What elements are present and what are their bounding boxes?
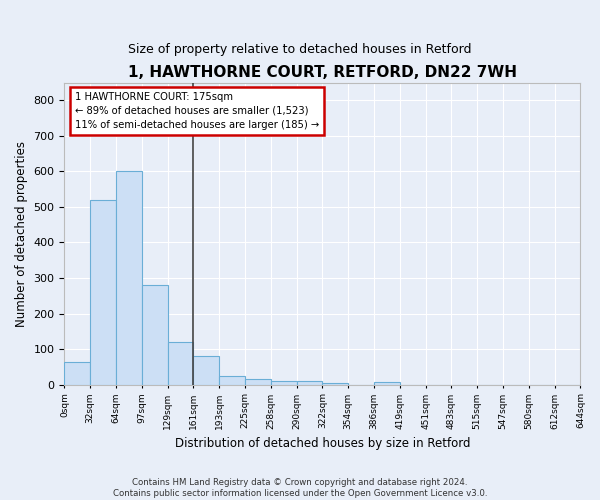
Bar — [219, 376, 245, 384]
Bar — [296, 381, 322, 384]
Bar — [116, 172, 142, 384]
Text: Size of property relative to detached houses in Retford: Size of property relative to detached ho… — [128, 42, 472, 56]
Bar — [142, 285, 167, 384]
Bar — [374, 382, 400, 384]
Text: Contains HM Land Registry data © Crown copyright and database right 2024.
Contai: Contains HM Land Registry data © Crown c… — [113, 478, 487, 498]
Bar — [90, 200, 116, 384]
X-axis label: Distribution of detached houses by size in Retford: Distribution of detached houses by size … — [175, 437, 470, 450]
Bar — [271, 381, 296, 384]
Bar — [193, 356, 219, 384]
Bar — [245, 380, 271, 384]
Y-axis label: Number of detached properties: Number of detached properties — [15, 140, 28, 326]
Title: 1, HAWTHORNE COURT, RETFORD, DN22 7WH: 1, HAWTHORNE COURT, RETFORD, DN22 7WH — [128, 65, 517, 80]
Bar — [322, 383, 348, 384]
Bar — [64, 362, 90, 384]
Text: 1 HAWTHORNE COURT: 175sqm
← 89% of detached houses are smaller (1,523)
11% of se: 1 HAWTHORNE COURT: 175sqm ← 89% of detac… — [75, 92, 319, 130]
Bar — [167, 342, 193, 384]
